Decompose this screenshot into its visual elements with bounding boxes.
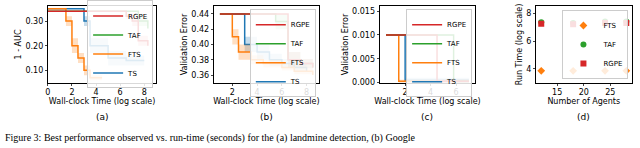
svg-text:8: 8 <box>142 88 147 97</box>
svg-text:TS: TS <box>446 78 456 86</box>
svg-text:(c): (c) <box>421 112 433 122</box>
svg-text:Validation Error: Validation Error <box>341 13 350 75</box>
svg-text:25: 25 <box>605 88 615 97</box>
svg-text:20: 20 <box>579 88 589 97</box>
svg-text:2: 2 <box>230 88 235 97</box>
svg-text:Figure 3: Best performance obs: Figure 3: Best performance observed vs. … <box>5 132 415 144</box>
svg-text:0.40: 0.40 <box>191 40 209 49</box>
svg-text:2: 2 <box>69 88 74 97</box>
svg-text:0.20: 0.20 <box>25 42 43 51</box>
svg-text:4: 4 <box>94 88 99 97</box>
svg-text:6: 6 <box>118 88 123 97</box>
svg-text:TS: TS <box>127 70 137 78</box>
svg-text:0: 0 <box>45 88 50 97</box>
svg-text:FTS: FTS <box>447 59 460 67</box>
svg-text:FTS: FTS <box>128 51 141 59</box>
svg-text:Run Time (log scale): Run Time (log scale) <box>515 4 524 86</box>
svg-text:8: 8 <box>526 9 531 18</box>
svg-text:RGPE: RGPE <box>128 13 147 21</box>
svg-text:0.36: 0.36 <box>191 71 209 80</box>
svg-text:0.010: 0.010 <box>352 31 375 40</box>
svg-text:Wall-clock Time (log scale): Wall-clock Time (log scale) <box>213 97 319 106</box>
svg-text:FTS: FTS <box>291 59 304 67</box>
svg-text:TAF: TAF <box>290 40 304 48</box>
svg-text:0.10: 0.10 <box>25 66 43 75</box>
svg-text:TAF: TAF <box>446 40 460 48</box>
svg-text:Wall-clock Time (log scale): Wall-clock Time (log scale) <box>374 97 480 106</box>
svg-text:0.38: 0.38 <box>191 56 209 65</box>
svg-text:6: 6 <box>526 37 531 46</box>
svg-text:RGPE: RGPE <box>291 21 310 29</box>
svg-text:Wall-clock Time (log scale): Wall-clock Time (log scale) <box>49 97 155 106</box>
svg-text:1 - AUC: 1 - AUC <box>14 29 23 59</box>
svg-text:Validation Error: Validation Error <box>180 13 189 75</box>
svg-text:0.000: 0.000 <box>352 78 375 87</box>
svg-text:TAF: TAF <box>127 32 141 40</box>
svg-text:(b): (b) <box>260 112 273 122</box>
svg-text:0.015: 0.015 <box>352 7 375 16</box>
svg-text:4: 4 <box>526 65 531 74</box>
svg-text:(d): (d) <box>577 112 590 122</box>
svg-text:15: 15 <box>552 88 562 97</box>
svg-text:0.44: 0.44 <box>191 10 209 19</box>
svg-text:0.30: 0.30 <box>25 17 43 26</box>
svg-text:TAF: TAF <box>602 41 616 49</box>
svg-text:2: 2 <box>402 88 408 98</box>
svg-text:RGPE: RGPE <box>447 21 466 29</box>
svg-text:0.42: 0.42 <box>191 25 209 34</box>
svg-text:0.005: 0.005 <box>352 55 375 64</box>
svg-text:FTS: FTS <box>603 22 616 30</box>
svg-text:RGPE: RGPE <box>603 60 622 68</box>
svg-text:Number of Agents: Number of Agents <box>547 97 620 106</box>
svg-text:(a): (a) <box>96 112 109 122</box>
svg-text:TS: TS <box>290 78 300 86</box>
